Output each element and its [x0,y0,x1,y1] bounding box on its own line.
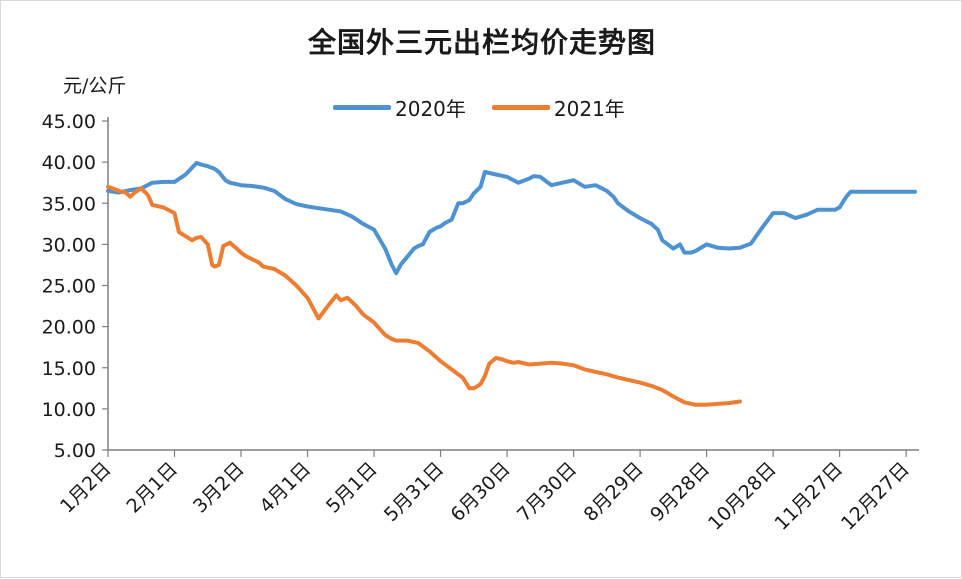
legend-item-2021: 2021年 [491,93,625,122]
x-tick-label: 5月1日 [322,458,382,518]
y-tick-label: 10.00 [42,399,96,421]
y-tick-label: 15.00 [42,358,96,380]
series-line-2021 [106,184,742,407]
legend-swatch-2021 [491,105,550,110]
x-tick-label: 1月2日 [56,458,116,518]
series-line-2020 [106,160,917,276]
y-tick-label: 5.00 [54,440,96,462]
legend: 2020年 2021年 [333,93,651,122]
x-tick-label: 3月2日 [189,458,249,518]
x-tick-label: 5月31日 [380,458,448,526]
y-tick-label: 25.00 [42,276,96,298]
legend-label-2020: 2020年 [395,97,466,121]
legend-swatch-2020 [333,105,391,110]
x-tick-label: 4月1日 [256,458,316,518]
x-tick-label: 9月28日 [646,458,714,526]
y-axis-unit-label: 元/公斤 [63,75,127,97]
y-tick-label: 30.00 [42,234,96,256]
x-tick-label: 7月30日 [513,458,581,526]
chart-title: 全国外三元出栏均价走势图 [307,26,656,59]
x-tick-label: 6月30日 [447,458,515,526]
y-tick-label: 45.00 [42,111,96,133]
x-tick-label: 2月1日 [123,458,183,518]
x-tick-label: 8月29日 [580,458,648,526]
legend-item-2020: 2020年 [333,93,466,122]
x-tick-label: 11月27日 [771,458,848,535]
y-tick-label: 35.00 [42,193,96,215]
y-tick-label: 20.00 [42,317,96,339]
x-tick-label: 10月28日 [704,458,781,535]
legend-label-2021: 2021年 [553,97,625,121]
x-tick-label: 12月27日 [837,458,914,535]
y-tick-label: 40.00 [42,152,96,174]
